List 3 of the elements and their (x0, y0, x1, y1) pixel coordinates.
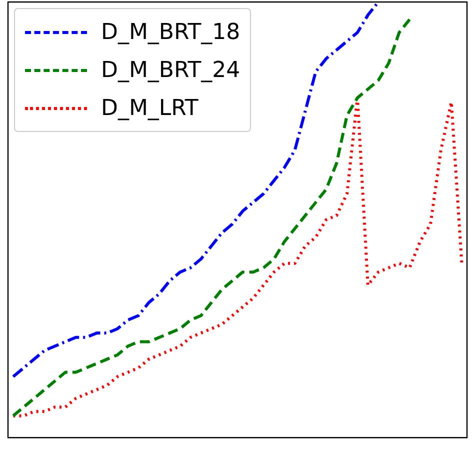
legend-label: D_M_LRT (101, 96, 198, 120)
legend-label: D_M_BRT_24 (101, 58, 240, 82)
legend-label: D_M_BRT_18 (101, 20, 240, 44)
